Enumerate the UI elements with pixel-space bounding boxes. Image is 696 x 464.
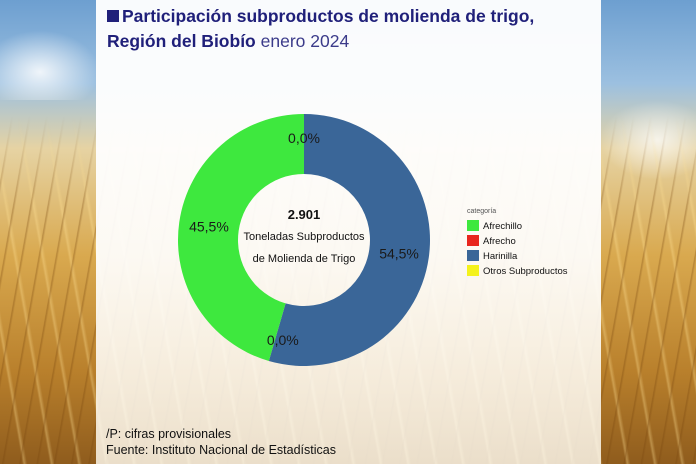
donut-slices — [177, 114, 430, 366]
title-square-icon — [107, 10, 119, 22]
legend-swatch — [467, 250, 479, 261]
legend-label: Harinilla — [483, 251, 518, 262]
slice-label-afrechillo: 45,5% — [189, 218, 229, 234]
donut-slice-harinilla — [268, 114, 430, 366]
slice-label-otros-subproductos: 0,0% — [267, 332, 299, 348]
slice-label-harinilla: 54,5% — [379, 246, 419, 262]
slice-label-afrecho: 0,0% — [288, 130, 320, 146]
title-main: Participación subproductos de molienda d… — [107, 6, 535, 51]
legend-label: Afrecho — [483, 236, 516, 247]
legend-title: categoría — [467, 208, 496, 215]
background-cloud — [0, 30, 100, 100]
footer-note: /P: cifras provisionales — [106, 427, 232, 441]
footer: /P: cifras provisionales Fuente: Institu… — [106, 426, 336, 458]
legend-label: Afrechillo — [483, 221, 522, 232]
footer-source: Fuente: Instituto Nacional de Estadístic… — [106, 443, 336, 457]
legend-swatch — [467, 220, 479, 231]
legend: categoría Afrechillo Afrecho Harinilla Otro… — [467, 208, 568, 277]
donut-slice-afrechillo — [177, 114, 304, 361]
legend-swatch — [467, 265, 479, 276]
center-line-2: de Molienda de Trigo — [253, 253, 356, 265]
background-cloud — [600, 100, 696, 180]
legend-swatch — [467, 235, 479, 246]
title-period: enero 2024 — [260, 31, 350, 51]
center-line-1: Toneladas Subproductos — [243, 231, 365, 243]
center-total: 2.901 — [288, 207, 321, 222]
legend-label: Otros Subproductos — [483, 266, 568, 277]
center-text: 2.901 Toneladas Subproductos de Molienda… — [243, 207, 365, 265]
chart-title: Participación subproductos de molienda d… — [107, 4, 597, 54]
slice-labels: 45,5% 0,0% 54,5% 0,0% — [189, 130, 419, 348]
